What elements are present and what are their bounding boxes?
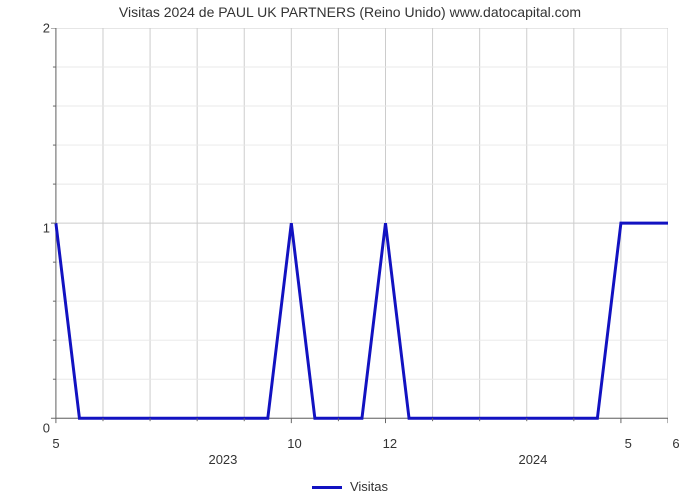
x-year-label: 2024 [518, 452, 547, 467]
y-tick-label: 2 [0, 21, 50, 36]
legend-swatch [312, 486, 342, 489]
legend-label: Visitas [350, 479, 388, 494]
x-tick-label: 5 [625, 436, 632, 451]
x-tick-label: 12 [383, 436, 397, 451]
x-tick-label: 10 [287, 436, 301, 451]
x-tick-label: 5 [52, 436, 59, 451]
y-tick-label: 0 [0, 421, 50, 436]
chart-title: Visitas 2024 de PAUL UK PARTNERS (Reino … [0, 4, 700, 20]
y-tick-label: 1 [0, 221, 50, 236]
chart-svg [48, 28, 668, 428]
chart-container: Visitas 2024 de PAUL UK PARTNERS (Reino … [0, 0, 700, 500]
plot-area [56, 28, 676, 428]
legend: Visitas [0, 479, 700, 494]
x-year-label: 2023 [208, 452, 237, 467]
x-tick-label: 6 [672, 436, 679, 451]
